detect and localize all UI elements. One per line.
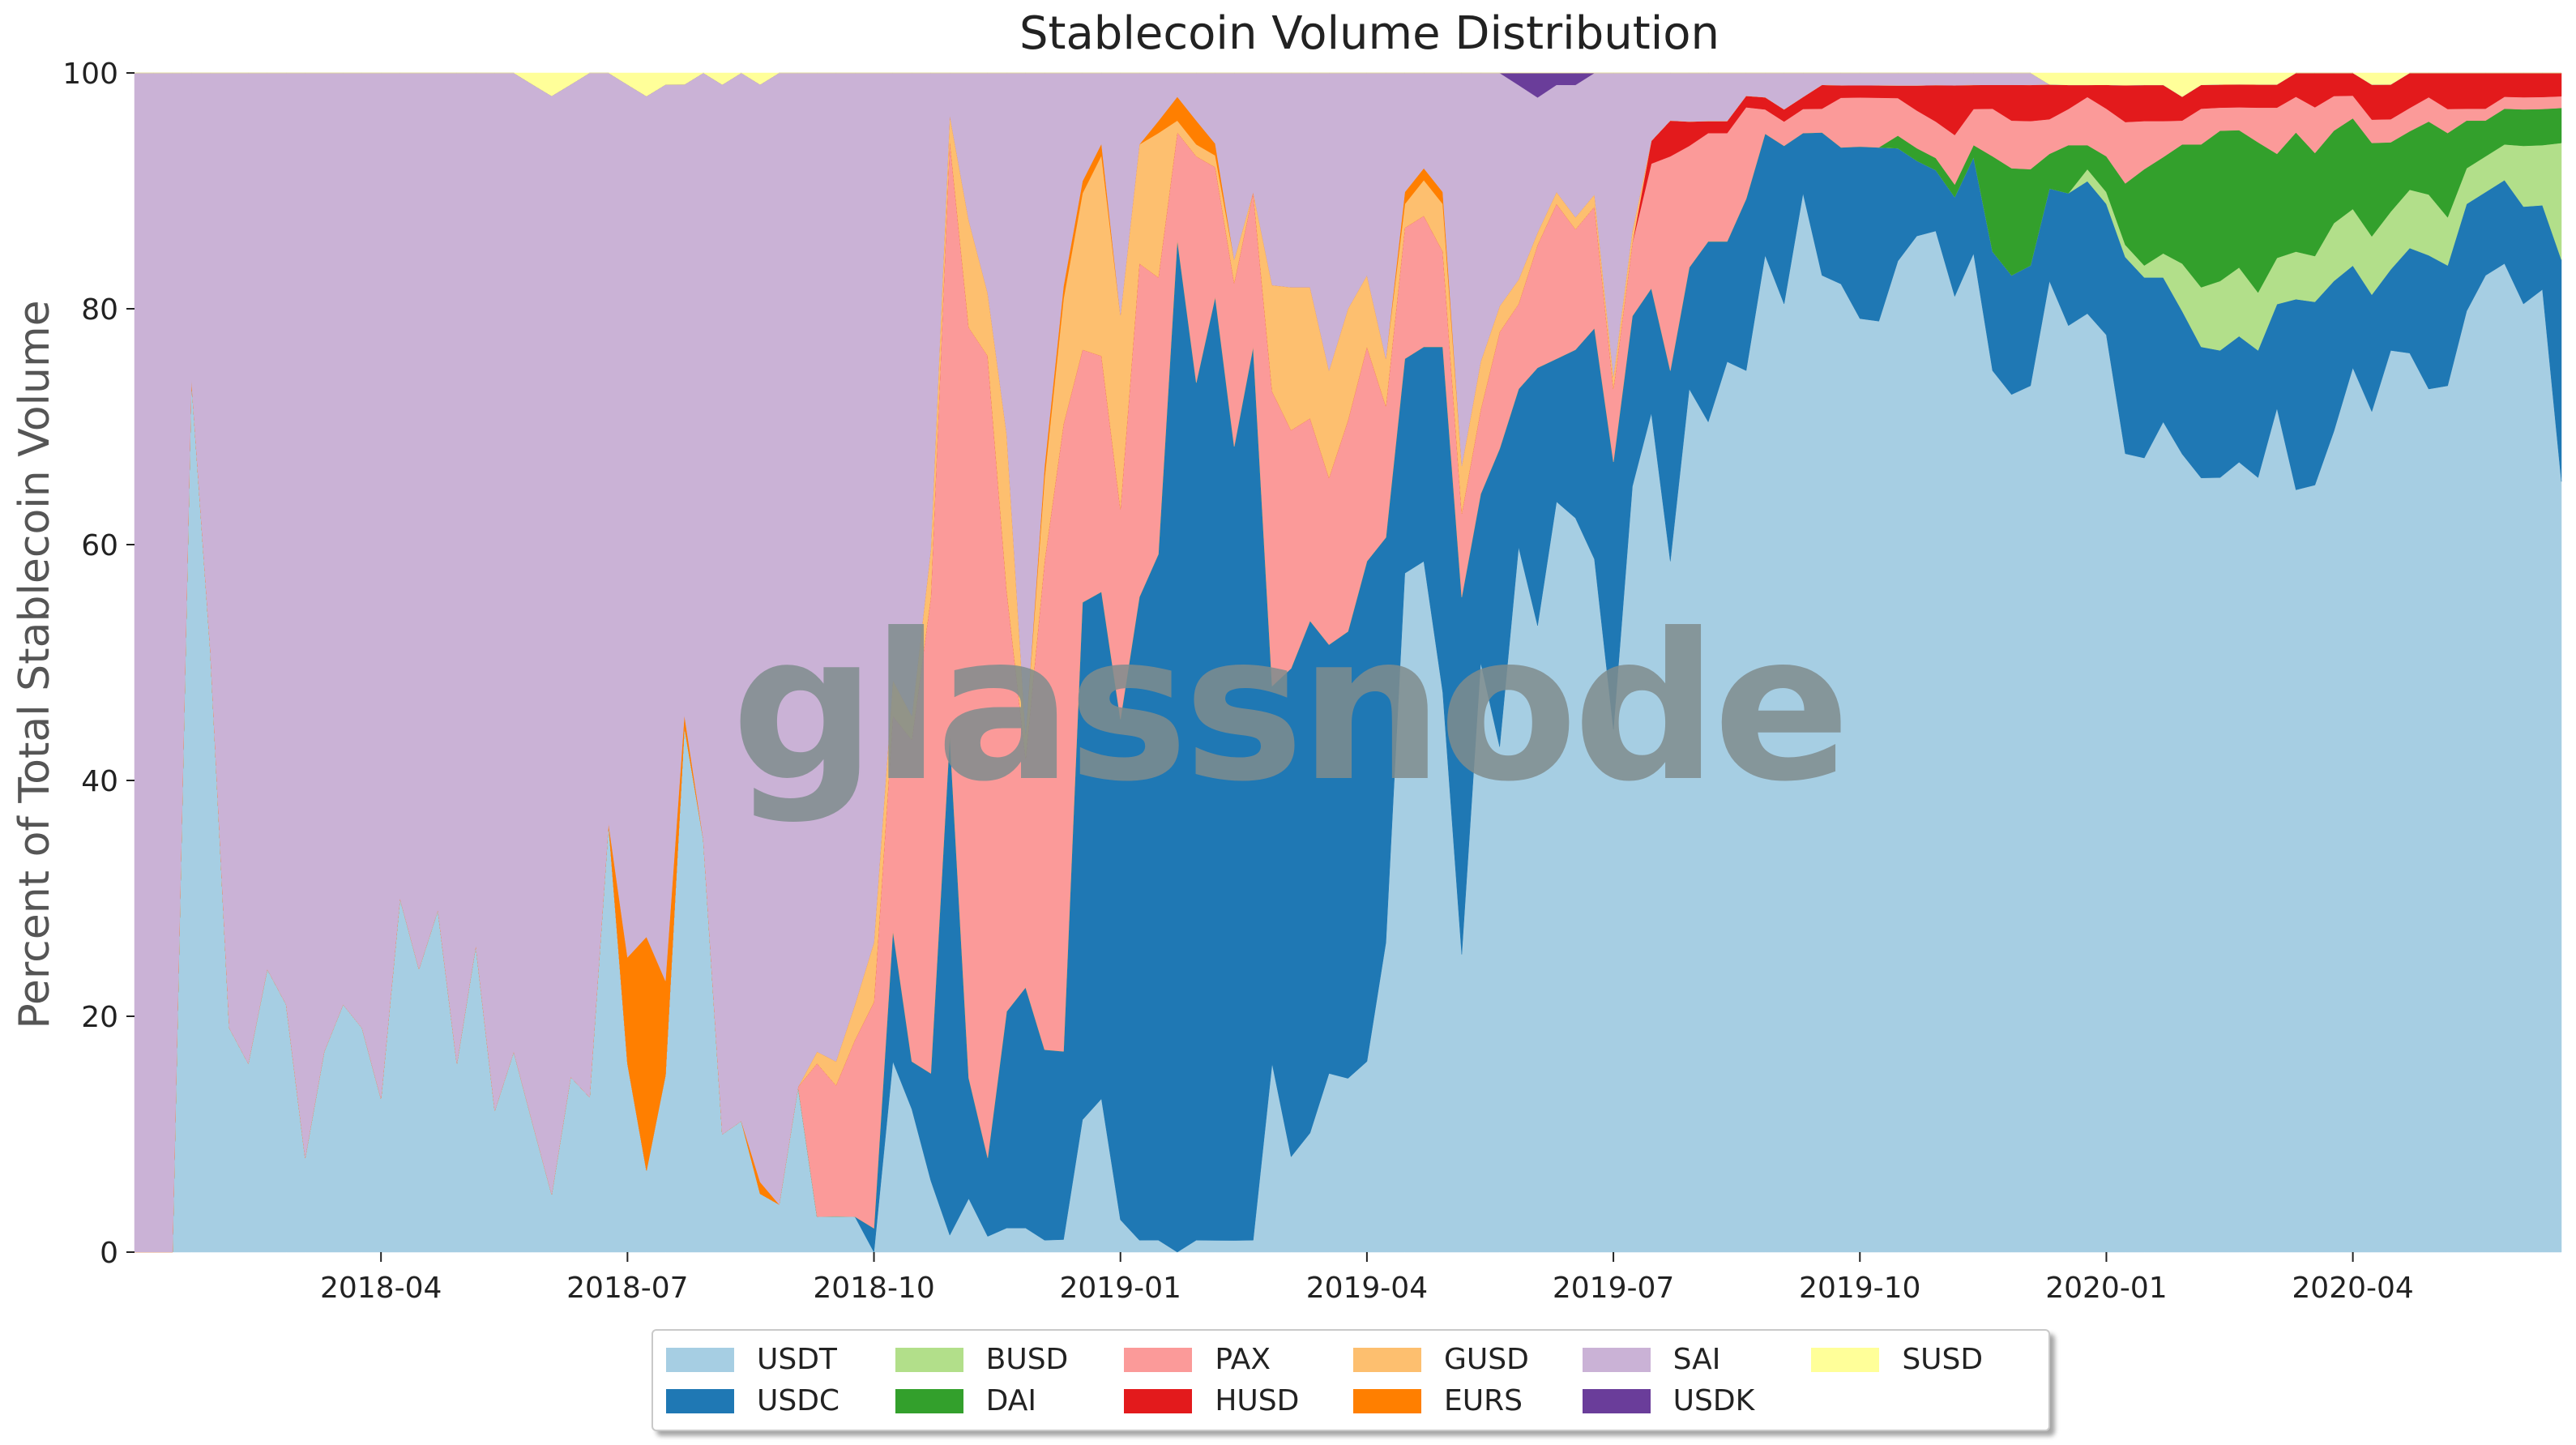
y-tick-label: 100: [62, 58, 118, 91]
y-tick-label: 60: [81, 529, 118, 562]
x-tick-label: 2019-10: [1799, 1272, 1920, 1305]
y-tick-label: 20: [81, 1001, 118, 1034]
y-tick-label: 40: [81, 765, 118, 798]
y-tick-label: 80: [81, 293, 118, 327]
legend-item-gusd: GUSD: [1352, 1339, 1583, 1380]
x-tick-label: 2020-01: [2045, 1272, 2167, 1305]
x-axis-ticks: 2018-04 2018-07 2018-10 2019-01 2019-04 2019-…: [320, 1252, 2414, 1305]
y-axis-ticks: 0 20 40 60 80 100: [62, 58, 135, 1270]
chart-legend: USDT USDC BUSD DAI PAX HUSD GUSD EURS SAI USDK SUS…: [651, 1329, 2050, 1431]
legend-item-eurs: EURS: [1352, 1380, 1583, 1421]
legend-swatch: [1582, 1347, 1651, 1372]
legend-item-susd: SUSD: [1811, 1339, 2040, 1380]
legend-item-usdt: USDT: [666, 1339, 895, 1380]
legend-label: EURS: [1443, 1384, 1523, 1417]
x-tick-label: 2018-10: [813, 1272, 934, 1305]
legend-swatch: [1124, 1347, 1193, 1372]
watermark: glassnode: [731, 590, 1845, 826]
legend-label: USDT: [757, 1343, 837, 1376]
legend-item-dai: DAI: [895, 1380, 1125, 1421]
legend-label: SAI: [1672, 1343, 1721, 1376]
legend-swatch: [1352, 1388, 1421, 1413]
legend-swatch: [895, 1388, 963, 1413]
x-tick-label: 2020-04: [2292, 1272, 2413, 1305]
legend-item-busd: BUSD: [895, 1339, 1125, 1380]
legend-grid: USDT USDC BUSD DAI PAX HUSD GUSD EURS SAI USDK SUS…: [666, 1339, 2040, 1421]
y-tick-label: 0: [100, 1237, 118, 1270]
legend-item-sai: SAI: [1582, 1339, 1812, 1380]
legend-label: GUSD: [1443, 1343, 1529, 1376]
chart-title: Stablecoin Volume Distribution: [1019, 7, 1719, 60]
legend-swatch: [666, 1388, 734, 1413]
x-tick-label: 2019-07: [1553, 1272, 1674, 1305]
legend-item-usdk: USDK: [1582, 1380, 1812, 1421]
legend-swatch: [1582, 1388, 1651, 1413]
legend-item-husd: HUSD: [1124, 1380, 1353, 1421]
x-tick-label: 2019-04: [1306, 1272, 1428, 1305]
x-tick-label: 2018-07: [566, 1272, 688, 1305]
x-tick-label: 2018-04: [320, 1272, 442, 1305]
area-series-group: [134, 72, 2562, 1253]
legend-label: HUSD: [1215, 1384, 1300, 1417]
legend-label: USDC: [757, 1384, 840, 1417]
legend-label: PAX: [1215, 1343, 1271, 1376]
legend-label: DAI: [985, 1384, 1036, 1417]
legend-label: BUSD: [985, 1343, 1069, 1376]
legend-swatch: [666, 1347, 734, 1372]
y-axis-label: Percent of Total Stablecoin Volume: [11, 300, 59, 1028]
legend-label: SUSD: [1902, 1343, 1984, 1376]
legend-swatch: [1811, 1347, 1880, 1372]
area-susd: [135, 72, 2561, 97]
legend-swatch: [1124, 1388, 1193, 1413]
legend-swatch: [1352, 1347, 1421, 1372]
legend-label: USDK: [1672, 1384, 1755, 1417]
legend-item-pax: PAX: [1124, 1339, 1353, 1380]
x-tick-label: 2019-01: [1060, 1272, 1181, 1305]
legend-item-usdc: USDC: [666, 1380, 895, 1421]
legend-swatch: [895, 1347, 963, 1372]
